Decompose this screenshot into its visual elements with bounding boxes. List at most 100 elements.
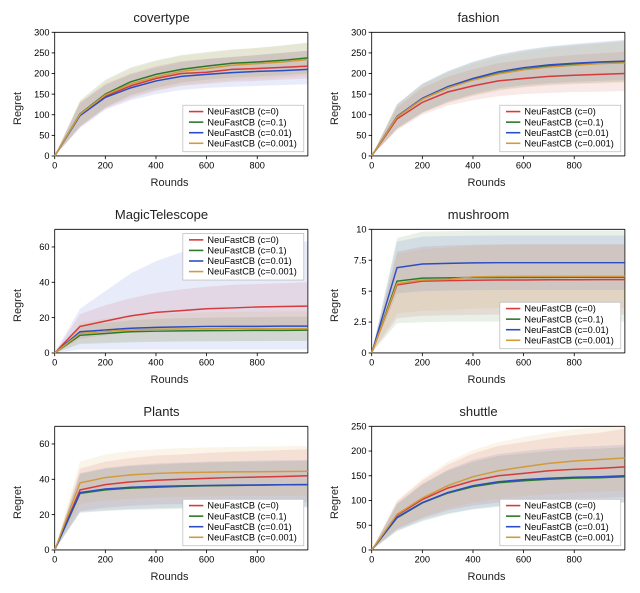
svg-text:400: 400	[148, 161, 163, 171]
svg-text:NeuFastCB (c=0): NeuFastCB (c=0)	[207, 501, 278, 511]
svg-text:10: 10	[356, 224, 366, 234]
svg-text:20: 20	[39, 313, 49, 323]
svg-text:50: 50	[39, 130, 49, 140]
svg-text:0: 0	[369, 161, 374, 171]
panel-title: fashion	[327, 10, 630, 25]
y-axis-label: Regret	[10, 421, 26, 583]
svg-text:40: 40	[39, 277, 49, 287]
chart-grid: covertypeRegret0501001502002503000200400…	[10, 10, 630, 583]
svg-text:NeuFastCB (c=0.01): NeuFastCB (c=0.01)	[207, 128, 291, 138]
svg-text:600: 600	[516, 555, 531, 565]
svg-text:0: 0	[44, 545, 49, 555]
svg-text:NeuFastCB (c=0.1): NeuFastCB (c=0.1)	[207, 245, 286, 255]
svg-text:800: 800	[250, 555, 265, 565]
chart-panel: shuttleRegret050100150200250020040060080…	[327, 404, 630, 583]
svg-text:20: 20	[39, 510, 49, 520]
svg-text:400: 400	[465, 358, 480, 368]
svg-text:NeuFastCB (c=0.01): NeuFastCB (c=0.01)	[524, 325, 608, 335]
svg-text:800: 800	[567, 555, 582, 565]
x-axis-label: Rounds	[343, 571, 630, 583]
plot-svg: 0 50 100 150 200 250 0 200 400 600 800 NeuFastCB (c…	[343, 421, 630, 569]
svg-text:600: 600	[516, 161, 531, 171]
y-axis-label: Regret	[10, 27, 26, 189]
svg-text:NeuFastCB (c=0.001): NeuFastCB (c=0.001)	[207, 138, 296, 148]
svg-text:0: 0	[44, 151, 49, 161]
svg-text:40: 40	[39, 474, 49, 484]
y-axis-label: Regret	[10, 224, 26, 386]
svg-text:60: 60	[39, 242, 49, 252]
y-axis-label: Regret	[327, 27, 343, 189]
panel-title: shuttle	[327, 404, 630, 419]
svg-text:250: 250	[351, 421, 366, 431]
svg-text:200: 200	[98, 555, 113, 565]
svg-text:NeuFastCB (c=0.1): NeuFastCB (c=0.1)	[524, 314, 603, 324]
svg-text:NeuFastCB (c=0): NeuFastCB (c=0)	[524, 501, 595, 511]
svg-text:200: 200	[415, 161, 430, 171]
svg-text:800: 800	[567, 161, 582, 171]
svg-text:100: 100	[351, 496, 366, 506]
svg-text:2.5: 2.5	[354, 317, 367, 327]
svg-text:60: 60	[39, 439, 49, 449]
svg-text:NeuFastCB (c=0.001): NeuFastCB (c=0.001)	[207, 532, 296, 542]
plot-svg: 02040600200400600800NeuFastCB (c=0)NeuFa…	[26, 421, 313, 569]
svg-text:0: 0	[361, 151, 366, 161]
svg-text:0: 0	[52, 161, 57, 171]
svg-text:0: 0	[369, 358, 374, 368]
svg-text:0: 0	[52, 555, 57, 565]
svg-text:400: 400	[465, 555, 480, 565]
plot-svg: 0501001502002503000200400600800NeuFastCB…	[26, 27, 313, 175]
svg-text:800: 800	[250, 161, 265, 171]
svg-text:NeuFastCB (c=0.001): NeuFastCB (c=0.001)	[524, 532, 613, 542]
svg-text:NeuFastCB (c=0): NeuFastCB (c=0)	[207, 107, 278, 117]
svg-text:NeuFastCB (c=0.01): NeuFastCB (c=0.01)	[207, 256, 291, 266]
svg-text:600: 600	[199, 358, 214, 368]
svg-text:100: 100	[34, 110, 49, 120]
x-axis-label: Rounds	[26, 571, 313, 583]
svg-text:0: 0	[361, 545, 366, 555]
y-axis-label: Regret	[327, 224, 343, 386]
x-axis-label: Rounds	[26, 374, 313, 386]
svg-text:600: 600	[199, 161, 214, 171]
plot-svg: 02.557.5100200400600800NeuFastCB (c=0)Ne…	[343, 224, 630, 372]
svg-text:150: 150	[351, 89, 366, 99]
svg-text:NeuFastCB (c=0.01): NeuFastCB (c=0.01)	[524, 522, 608, 532]
svg-text:600: 600	[199, 555, 214, 565]
chart-panel: fashionRegret050100150200250300020040060…	[327, 10, 630, 189]
svg-text:NeuFastCB (c=0.01): NeuFastCB (c=0.01)	[524, 128, 608, 138]
chart-panel: mushroomRegret02.557.5100200400600800Neu…	[327, 207, 630, 386]
svg-text:0: 0	[361, 348, 366, 358]
chart-panel: MagicTelescopeRegret02040600200400600800…	[10, 207, 313, 386]
svg-text:0: 0	[44, 348, 49, 358]
svg-text:200: 200	[98, 358, 113, 368]
svg-text:800: 800	[567, 358, 582, 368]
svg-text:NeuFastCB (c=0.001): NeuFastCB (c=0.001)	[207, 267, 296, 277]
svg-text:250: 250	[34, 48, 49, 58]
svg-text:600: 600	[516, 358, 531, 368]
svg-text:100: 100	[351, 110, 366, 120]
svg-text:400: 400	[148, 358, 163, 368]
svg-text:NeuFastCB (c=0.01): NeuFastCB (c=0.01)	[207, 522, 291, 532]
panel-title: mushroom	[327, 207, 630, 222]
svg-text:NeuFastCB (c=0.001): NeuFastCB (c=0.001)	[524, 138, 613, 148]
svg-text:50: 50	[356, 520, 366, 530]
svg-text:NeuFastCB (c=0.1): NeuFastCB (c=0.1)	[207, 117, 286, 127]
panel-title: covertype	[10, 10, 313, 25]
svg-text:NeuFastCB (c=0.1): NeuFastCB (c=0.1)	[524, 117, 603, 127]
svg-text:50: 50	[356, 130, 366, 140]
svg-text:150: 150	[351, 471, 366, 481]
svg-text:200: 200	[351, 69, 366, 79]
chart-panel: covertypeRegret0501001502002503000200400…	[10, 10, 313, 189]
svg-text:0: 0	[369, 555, 374, 565]
x-axis-label: Rounds	[343, 177, 630, 189]
panel-title: MagicTelescope	[10, 207, 313, 222]
svg-text:NeuFastCB (c=0): NeuFastCB (c=0)	[524, 304, 595, 314]
x-axis-label: Rounds	[26, 177, 313, 189]
svg-text:300: 300	[351, 27, 366, 37]
chart-panel: PlantsRegret02040600200400600800NeuFastC…	[10, 404, 313, 583]
svg-text:400: 400	[465, 161, 480, 171]
svg-text:200: 200	[98, 161, 113, 171]
svg-text:NeuFastCB (c=0.001): NeuFastCB (c=0.001)	[524, 335, 613, 345]
svg-text:200: 200	[415, 555, 430, 565]
svg-text:200: 200	[351, 446, 366, 456]
panel-title: Plants	[10, 404, 313, 419]
